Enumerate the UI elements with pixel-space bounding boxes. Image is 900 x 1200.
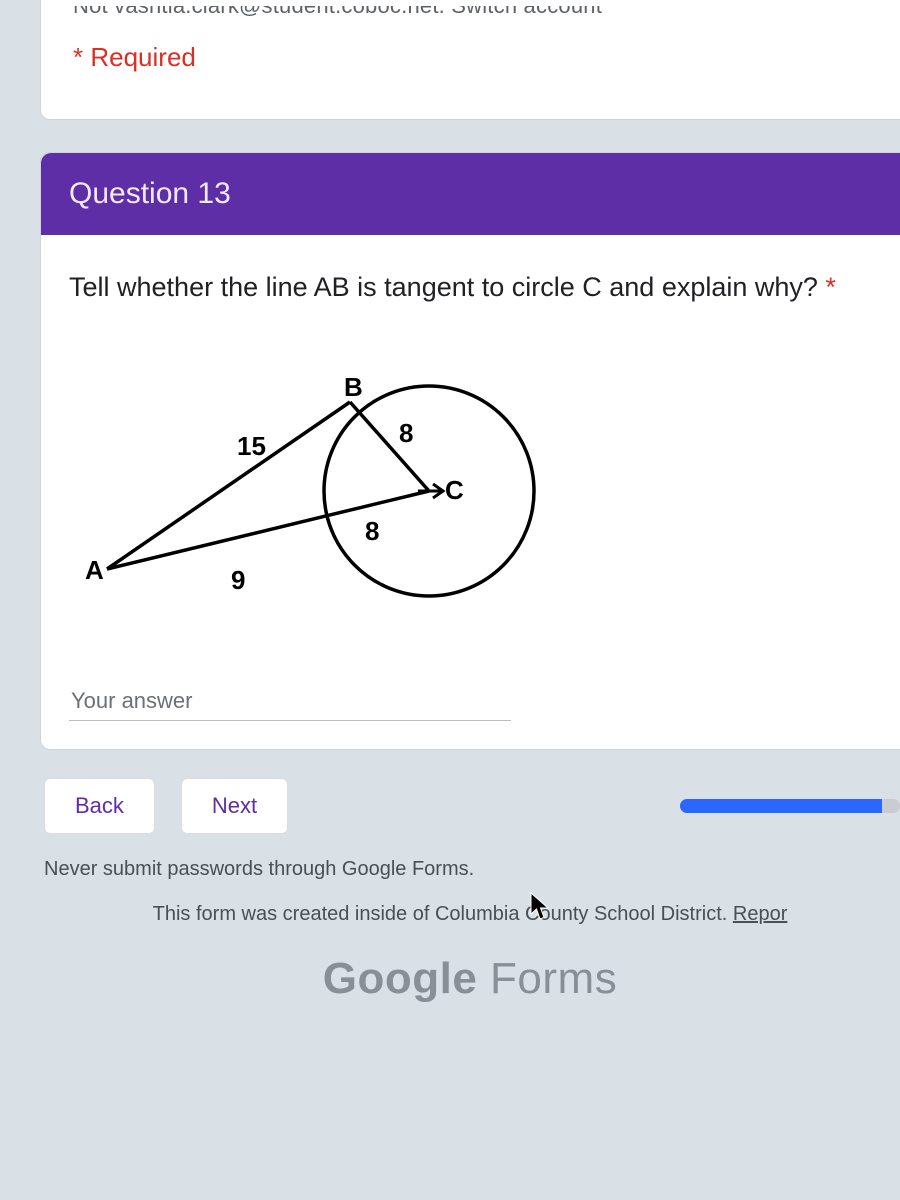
answer-row bbox=[69, 682, 872, 729]
logo-forms: Forms bbox=[477, 954, 617, 1003]
created-prefix: This form was created inside of Columbia… bbox=[153, 903, 733, 925]
next-button[interactable]: Next bbox=[181, 778, 288, 834]
question-prompt: Tell whether the line AB is tangent to c… bbox=[69, 269, 872, 305]
question-header: Question 13 bbox=[41, 153, 900, 235]
svg-text:8: 8 bbox=[365, 516, 379, 546]
google-forms-logo: Google Forms bbox=[40, 954, 900, 1004]
question-diagram: A B C 15 9 8 8 bbox=[69, 333, 872, 656]
question-card: Question 13 Tell whether the line AB is … bbox=[40, 152, 900, 750]
password-warning: Never submit passwords through Google Fo… bbox=[40, 852, 900, 899]
svg-text:9: 9 bbox=[231, 565, 245, 595]
prompt-text: Tell whether the line AB is tangent to c… bbox=[69, 272, 825, 302]
required-text: Required bbox=[90, 42, 196, 72]
svg-text:15: 15 bbox=[237, 431, 266, 461]
report-abuse-link[interactable]: Repor bbox=[733, 903, 787, 925]
form-header-card: Not vasntia.clark@student.coboc.net. Swi… bbox=[40, 0, 900, 120]
logo-google: Google bbox=[323, 954, 478, 1003]
back-button[interactable]: Back bbox=[44, 778, 155, 834]
svg-text:C: C bbox=[445, 475, 464, 505]
created-by-line: This form was created inside of Columbia… bbox=[40, 899, 900, 954]
svg-text:8: 8 bbox=[399, 418, 413, 448]
nav-row: Back Next bbox=[40, 778, 900, 852]
account-line: Not vasntia.clark@student.coboc.net. Swi… bbox=[73, 6, 876, 20]
progress-fill bbox=[680, 799, 882, 813]
required-indicator: * Required bbox=[73, 42, 876, 73]
geometry-diagram: A B C 15 9 8 8 bbox=[69, 341, 589, 641]
svg-text:A: A bbox=[85, 555, 104, 585]
required-asterisk: * bbox=[825, 272, 836, 302]
svg-text:B: B bbox=[344, 372, 363, 402]
answer-input[interactable] bbox=[69, 682, 511, 721]
required-star: * bbox=[73, 42, 83, 72]
progress-bar bbox=[680, 799, 900, 813]
